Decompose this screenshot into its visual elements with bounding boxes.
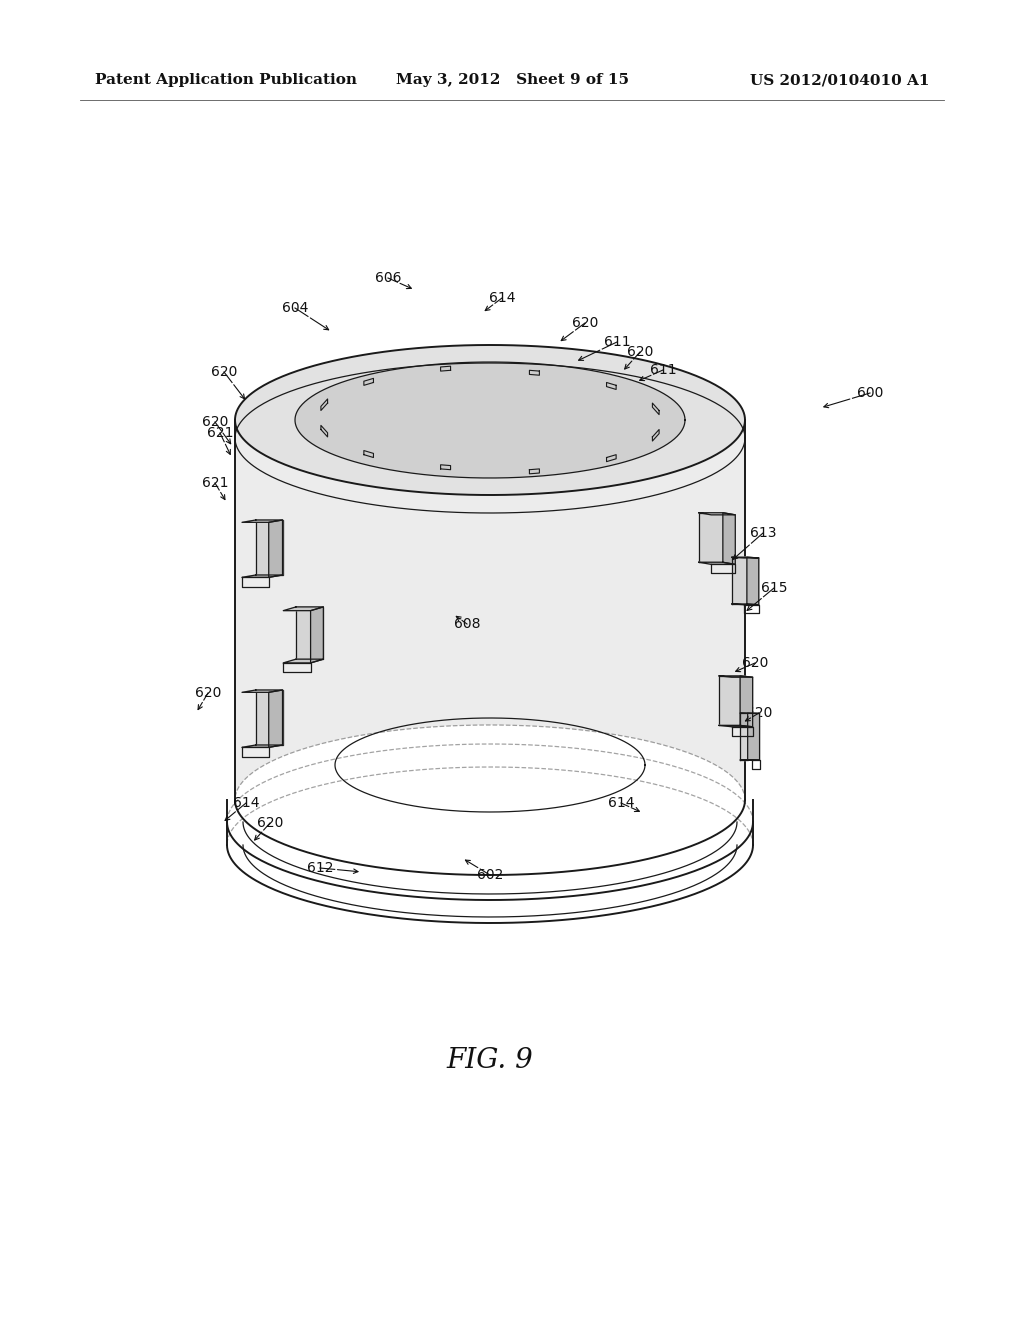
- Text: FIG. 9: FIG. 9: [446, 1047, 534, 1073]
- Polygon shape: [242, 690, 283, 693]
- Polygon shape: [268, 690, 283, 747]
- Text: 600: 600: [857, 385, 883, 400]
- Polygon shape: [719, 726, 753, 727]
- Text: 620: 620: [745, 706, 772, 719]
- Text: 620: 620: [627, 345, 653, 359]
- Polygon shape: [606, 454, 616, 462]
- Polygon shape: [256, 690, 283, 744]
- Text: 602: 602: [477, 869, 503, 882]
- Polygon shape: [529, 469, 540, 474]
- Polygon shape: [698, 562, 735, 565]
- Polygon shape: [256, 520, 283, 576]
- Polygon shape: [321, 425, 328, 437]
- Text: 621: 621: [207, 426, 233, 440]
- Polygon shape: [440, 366, 451, 371]
- Text: 606: 606: [375, 271, 401, 285]
- Text: 608: 608: [454, 616, 480, 631]
- Text: 604: 604: [282, 301, 308, 315]
- Text: 620: 620: [202, 414, 228, 429]
- Polygon shape: [321, 399, 328, 411]
- Text: 611: 611: [604, 335, 631, 348]
- Polygon shape: [732, 557, 746, 605]
- Polygon shape: [719, 676, 753, 677]
- Polygon shape: [268, 520, 283, 577]
- Polygon shape: [242, 576, 283, 577]
- Polygon shape: [234, 345, 745, 495]
- Polygon shape: [440, 465, 451, 470]
- Polygon shape: [364, 379, 374, 385]
- Polygon shape: [606, 383, 616, 389]
- Text: 614: 614: [232, 796, 259, 810]
- Polygon shape: [698, 512, 723, 562]
- Text: 614: 614: [608, 796, 634, 810]
- Polygon shape: [652, 429, 659, 441]
- Polygon shape: [746, 557, 759, 605]
- Polygon shape: [295, 362, 685, 478]
- Polygon shape: [234, 420, 745, 800]
- Polygon shape: [242, 744, 283, 747]
- Polygon shape: [310, 607, 324, 663]
- Text: May 3, 2012   Sheet 9 of 15: May 3, 2012 Sheet 9 of 15: [395, 73, 629, 87]
- Polygon shape: [652, 403, 659, 414]
- Text: 621: 621: [202, 477, 228, 490]
- Text: 613: 613: [750, 525, 776, 540]
- Polygon shape: [242, 520, 283, 523]
- Text: Patent Application Publication: Patent Application Publication: [95, 73, 357, 87]
- Polygon shape: [296, 607, 324, 659]
- Polygon shape: [723, 512, 735, 565]
- Polygon shape: [284, 659, 324, 663]
- Text: 620: 620: [211, 366, 238, 379]
- Text: 620: 620: [195, 686, 221, 700]
- Polygon shape: [529, 371, 540, 375]
- Polygon shape: [364, 450, 374, 458]
- Polygon shape: [284, 607, 324, 611]
- Text: 620: 620: [571, 315, 598, 330]
- Text: 615: 615: [761, 581, 787, 595]
- Polygon shape: [698, 512, 735, 515]
- Polygon shape: [740, 676, 753, 727]
- Polygon shape: [719, 676, 740, 726]
- Polygon shape: [740, 713, 748, 760]
- Text: US 2012/0104010 A1: US 2012/0104010 A1: [751, 73, 930, 87]
- Polygon shape: [748, 713, 760, 760]
- Text: 612: 612: [307, 861, 333, 875]
- Text: 620: 620: [257, 816, 284, 830]
- Text: 611: 611: [649, 363, 676, 378]
- Text: 620: 620: [741, 656, 768, 671]
- Text: 614: 614: [488, 290, 515, 305]
